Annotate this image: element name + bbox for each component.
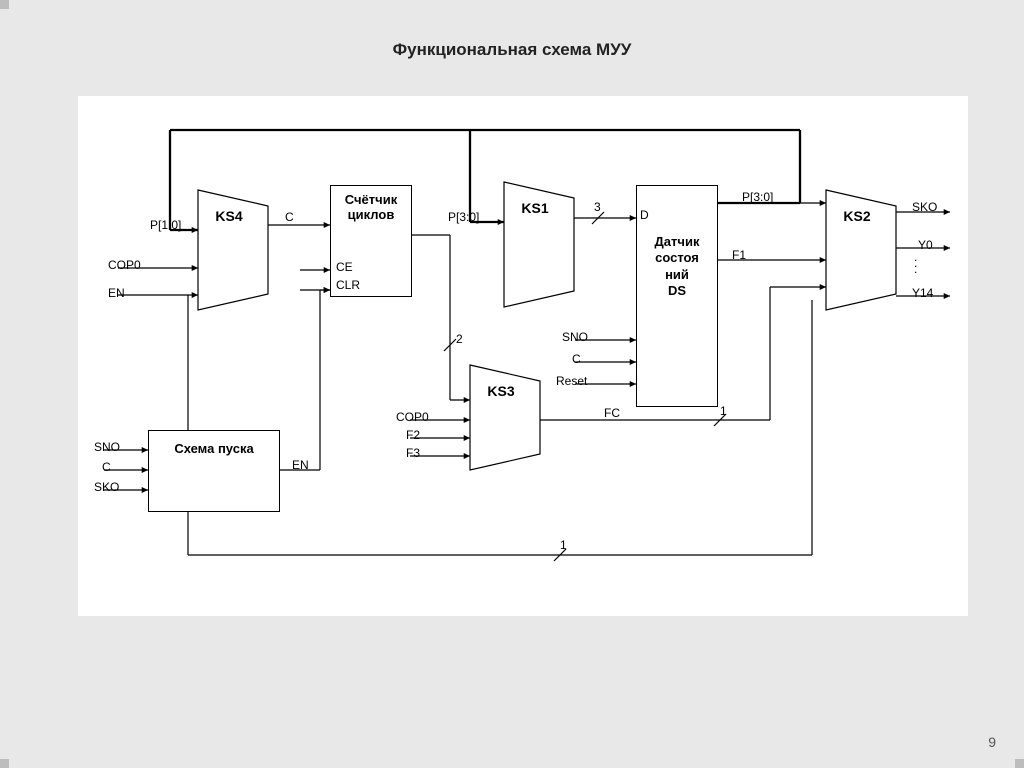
lbl-y14: Y14 (912, 286, 933, 300)
lbl-dots: ... (914, 254, 917, 272)
node-ks1-label: KS1 (504, 200, 566, 216)
lbl-sko-b: SKO (912, 200, 937, 214)
lbl-bus1b: 1 (560, 538, 567, 552)
lbl-bus1a: 1 (720, 404, 727, 418)
page-number: 9 (988, 734, 996, 750)
lbl-p10: P[1:0] (150, 218, 181, 232)
node-start-label: Схема пуска (149, 441, 279, 456)
lbl-f2: F2 (406, 428, 420, 442)
corner-dot-tl (0, 0, 9, 9)
node-counter-label: Счётчикциклов (331, 192, 411, 222)
lbl-c-c: C (102, 460, 111, 474)
node-ks4-label: KS4 (198, 208, 260, 224)
lbl-f1: F1 (732, 248, 746, 262)
node-ks2-label: KS2 (826, 208, 888, 224)
lbl-sno-a: SNO (94, 440, 120, 454)
corner-dot-bl (0, 759, 9, 768)
lbl-p30-b: P[3:0] (742, 190, 773, 204)
lbl-c-a: C (285, 210, 294, 224)
lbl-bus2: 2 (456, 332, 463, 346)
lbl-en-b: EN (292, 458, 309, 472)
lbl-ce: CE (336, 260, 353, 274)
lbl-bus3: 3 (594, 200, 601, 214)
lbl-c-b: C (572, 352, 581, 366)
lbl-d: D (640, 208, 649, 222)
lbl-fc: FC (604, 406, 620, 420)
lbl-y0: Y0 (918, 238, 933, 252)
lbl-cop0-b: COP0 (396, 410, 429, 424)
lbl-f3: F3 (406, 446, 420, 460)
corner-dot-br (1015, 759, 1024, 768)
lbl-p30-a: P[3:0] (448, 210, 479, 224)
lbl-cop0-a: COP0 (108, 258, 141, 272)
lbl-sno-b: SNO (562, 330, 588, 344)
lbl-reset: Reset (556, 374, 587, 388)
node-ks3-label: KS3 (470, 383, 532, 399)
lbl-en-a: EN (108, 286, 125, 300)
lbl-clr: CLR (336, 278, 360, 292)
page: Функциональная схема МУУ Счётчикциклов Д… (0, 0, 1024, 768)
lbl-sko-a: SKO (94, 480, 119, 494)
node-start: Схема пуска (148, 430, 280, 512)
node-ds-label: ДатчиксостоянийDS (637, 234, 717, 299)
